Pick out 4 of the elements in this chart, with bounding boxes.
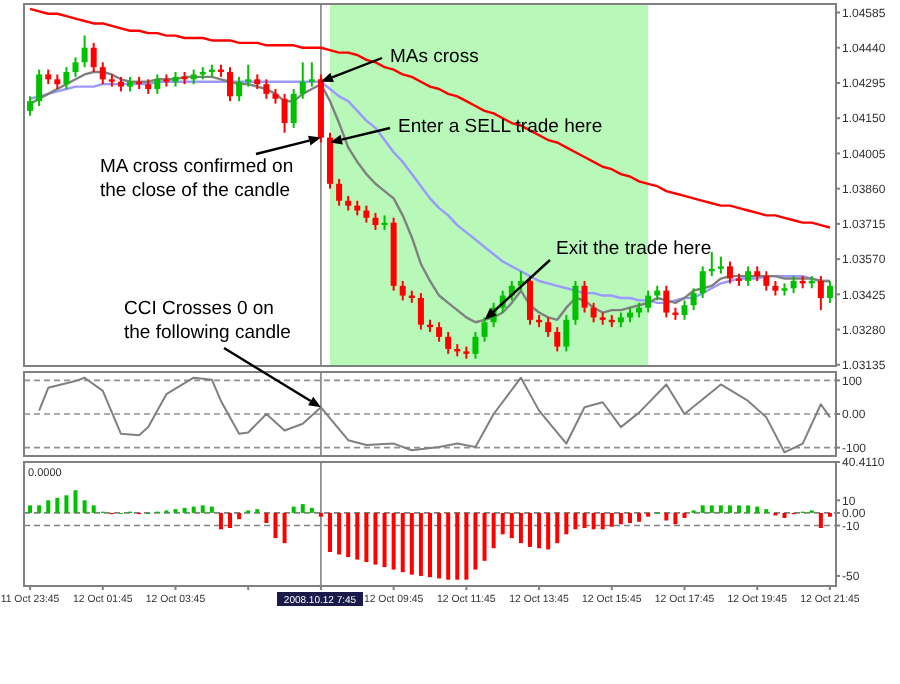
annotation: MAs cross — [390, 46, 480, 68]
annotation: Exit the trade here — [556, 238, 712, 260]
annotation: CCI Crosses 0 on the following candle — [124, 298, 291, 344]
annotation: MA cross confirmed on the close of the candle — [100, 156, 294, 202]
